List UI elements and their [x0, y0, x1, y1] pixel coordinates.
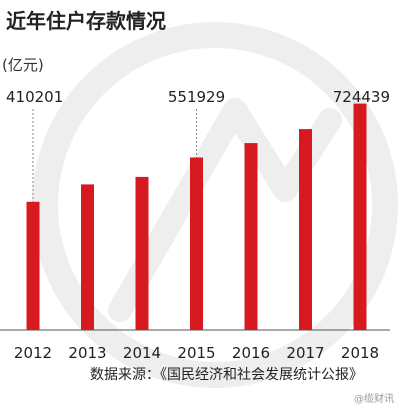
data-labels: 410201 551929 724439: [6, 88, 390, 106]
x-tick-label-2015: 2015: [177, 344, 215, 362]
data-label-2012: 410201: [6, 88, 63, 106]
bars: [26, 103, 367, 330]
bar-2014: [135, 176, 149, 330]
bar-2018: [353, 103, 367, 330]
x-tick-label-2018: 2018: [341, 344, 379, 362]
background-logo: [32, 22, 398, 388]
x-tick-label-2017: 2017: [286, 344, 324, 362]
bar-2016: [244, 143, 258, 330]
bar-2015: [190, 157, 203, 330]
x-tick-label-2013: 2013: [68, 344, 106, 362]
x-tick-label-2012: 2012: [14, 344, 52, 362]
x-axis-ticks: 2012 2013 2014 2015 2016 2017 2018: [14, 344, 379, 362]
guide-lines: [32, 109, 197, 202]
bar-2013: [81, 184, 94, 330]
source-note: 数据来源：《国民经济和社会发展统计公报》: [90, 367, 363, 383]
bar-2017: [299, 129, 312, 330]
x-tick-label-2014: 2014: [123, 344, 161, 362]
bar-2012: [26, 201, 40, 330]
data-label-2015: 551929: [168, 88, 225, 106]
data-label-2018: 724439: [333, 88, 390, 106]
unit-label: (亿元): [2, 56, 44, 74]
chart-title: 近年住户存款情况: [6, 9, 166, 33]
watermark-text: @缆财讯: [354, 392, 394, 405]
x-tick-label-2016: 2016: [232, 344, 270, 362]
